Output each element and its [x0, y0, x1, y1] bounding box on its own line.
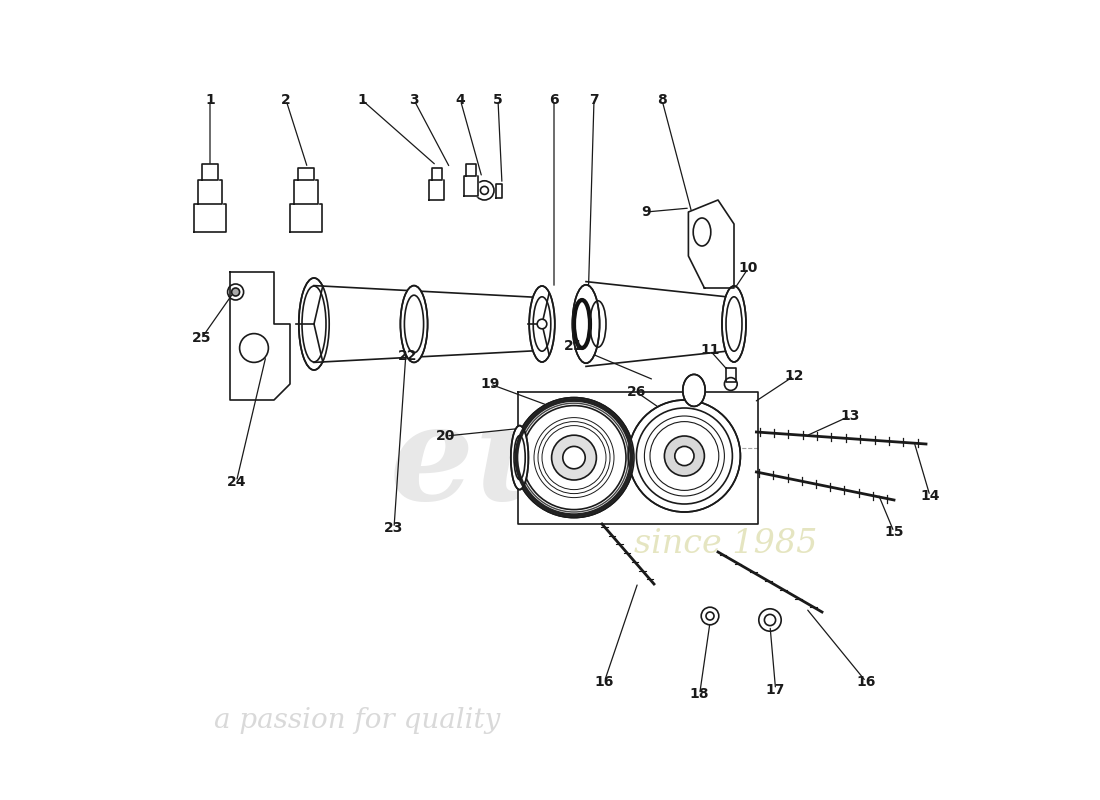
- Polygon shape: [586, 282, 734, 366]
- Ellipse shape: [572, 285, 600, 363]
- Polygon shape: [726, 368, 736, 382]
- Text: 8: 8: [657, 93, 667, 107]
- Polygon shape: [298, 168, 314, 180]
- Circle shape: [563, 446, 585, 469]
- Polygon shape: [294, 180, 318, 204]
- Ellipse shape: [722, 286, 746, 362]
- Ellipse shape: [510, 426, 528, 490]
- Text: 11: 11: [701, 343, 719, 358]
- Text: eur: eur: [390, 399, 639, 529]
- Polygon shape: [689, 200, 734, 288]
- Text: since 1985: since 1985: [635, 528, 817, 560]
- Polygon shape: [464, 176, 478, 196]
- Circle shape: [537, 319, 547, 329]
- Text: 14: 14: [921, 489, 939, 503]
- Circle shape: [764, 614, 776, 626]
- Text: 9: 9: [641, 205, 651, 219]
- Ellipse shape: [400, 286, 428, 362]
- Text: 1: 1: [205, 93, 214, 107]
- Text: 20: 20: [437, 429, 455, 443]
- Polygon shape: [202, 164, 218, 180]
- Polygon shape: [518, 392, 758, 524]
- Text: 16: 16: [595, 674, 614, 689]
- Text: 23: 23: [384, 521, 404, 535]
- Polygon shape: [429, 180, 444, 200]
- Polygon shape: [496, 184, 502, 198]
- Text: 4: 4: [455, 93, 465, 107]
- Polygon shape: [198, 180, 222, 204]
- Circle shape: [706, 612, 714, 620]
- Text: 17: 17: [766, 682, 785, 697]
- Circle shape: [674, 446, 694, 466]
- Text: 10: 10: [739, 261, 758, 275]
- Polygon shape: [194, 204, 226, 232]
- Text: 3: 3: [409, 93, 419, 107]
- Text: 18: 18: [690, 687, 710, 702]
- Text: 25: 25: [192, 330, 211, 345]
- Text: a passion for quality: a passion for quality: [214, 706, 500, 734]
- Text: 16: 16: [856, 674, 876, 689]
- Text: 7: 7: [590, 93, 598, 107]
- Ellipse shape: [529, 286, 554, 362]
- Text: 24: 24: [227, 474, 246, 489]
- Circle shape: [232, 288, 240, 296]
- Circle shape: [551, 435, 596, 480]
- Polygon shape: [431, 168, 442, 180]
- Ellipse shape: [299, 278, 329, 370]
- Text: 15: 15: [884, 525, 904, 539]
- Ellipse shape: [683, 374, 705, 406]
- Circle shape: [664, 436, 704, 476]
- Polygon shape: [290, 204, 322, 232]
- Polygon shape: [314, 286, 542, 362]
- Polygon shape: [466, 164, 476, 176]
- Text: 1: 1: [358, 93, 367, 107]
- Text: 22: 22: [398, 349, 417, 363]
- Polygon shape: [230, 272, 290, 400]
- Text: 21: 21: [564, 339, 584, 354]
- Text: 6: 6: [549, 93, 559, 107]
- Text: 12: 12: [784, 369, 804, 383]
- Circle shape: [481, 186, 488, 194]
- Text: 19: 19: [481, 377, 499, 391]
- Text: 13: 13: [840, 409, 860, 423]
- Circle shape: [514, 398, 634, 518]
- Text: 26: 26: [627, 385, 646, 399]
- Text: 2: 2: [282, 93, 290, 107]
- Text: 5: 5: [493, 93, 503, 107]
- Circle shape: [628, 400, 740, 512]
